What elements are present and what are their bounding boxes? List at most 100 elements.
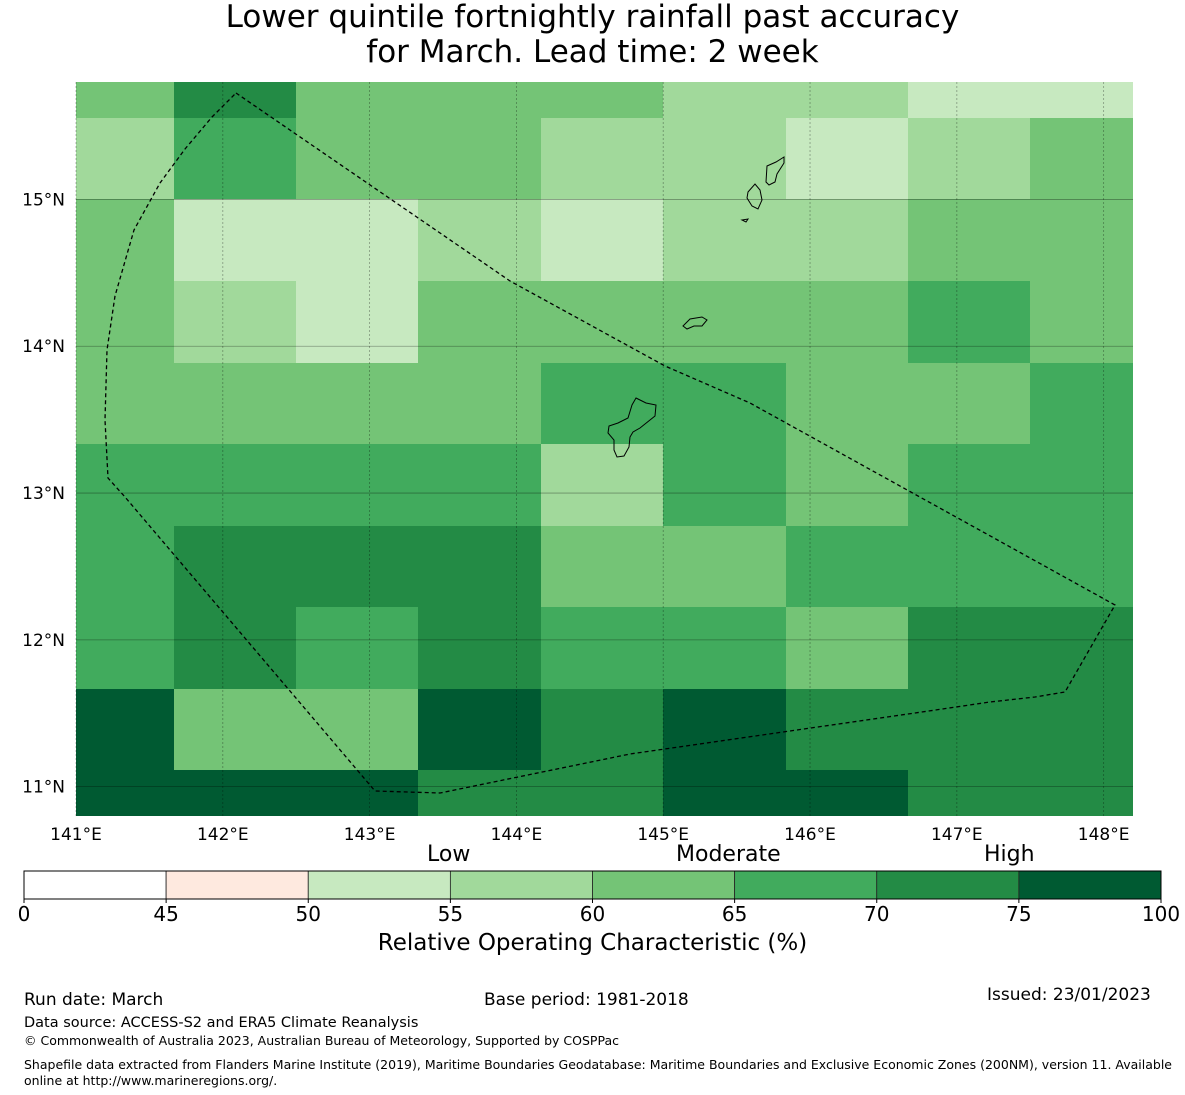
island-aguijan: [740, 218, 750, 223]
grid-cell: [1030, 770, 1133, 816]
grid-cell: [76, 118, 174, 199]
copyright: © Commonwealth of Australia 2023, Austra…: [24, 1033, 619, 1048]
grid-cell: [663, 363, 786, 444]
grid-cell: [418, 363, 541, 444]
title-line-2: for March. Lead time: 2 week: [366, 34, 819, 70]
grid-cell: [908, 281, 1030, 363]
grid-cell: [76, 363, 174, 444]
grid-cell: [786, 526, 908, 607]
grid-cell: [541, 689, 663, 770]
grid-cell: [541, 118, 663, 199]
grid-cell: [663, 607, 786, 689]
category-high-label: High: [984, 842, 1035, 867]
grid-cell: [174, 444, 296, 526]
grid-cell: [908, 607, 1030, 689]
grid-cell: [786, 770, 908, 816]
grid-cells: [76, 82, 1133, 816]
colorbar-tick-label: 75: [1006, 902, 1031, 926]
grid-cell: [1030, 82, 1133, 118]
grid-cell: [174, 199, 296, 281]
longitude-tick-label: 147°E: [931, 825, 983, 845]
colorbar-swatch: [307, 870, 451, 900]
colorbar-swatch: [449, 870, 593, 900]
grid-cell: [296, 281, 418, 363]
grid-cell: [663, 444, 786, 526]
grid-cell: [76, 82, 174, 118]
colorbar-tick-label: 60: [580, 902, 605, 926]
colorbar-swatch: [592, 870, 736, 900]
category-low-label: Low: [427, 842, 471, 867]
colorbar-tick-label: 55: [438, 902, 463, 926]
graticule: [75, 82, 1133, 816]
grid-cell: [296, 526, 418, 607]
grid-cell: [296, 689, 418, 770]
grid-cell: [174, 526, 296, 607]
map-title: Lower quintile fortnightly rainfall past…: [0, 0, 1185, 70]
grid-cell: [663, 689, 786, 770]
grid-cell: [663, 526, 786, 607]
grid-cell: [1030, 689, 1133, 770]
grid-cell: [296, 444, 418, 526]
grid-cell: [296, 199, 418, 281]
longitude-tick-label: 145°E: [637, 825, 689, 845]
grid-cell: [663, 199, 786, 281]
axis-tick-labels: 141°E 142°E 143°E 144°E 145°E 146°E 147°E 148°E…: [22, 190, 1129, 845]
grid-cell: [76, 281, 174, 363]
latitude-tick-label: 15°N: [22, 190, 65, 210]
longitude-tick-label: 141°E: [50, 825, 102, 845]
grid-cell: [418, 607, 541, 689]
grid-cell: [418, 82, 541, 118]
grid-cell: [908, 770, 1030, 816]
grid-cell: [174, 363, 296, 444]
issued-date: Issued: 23/01/2023: [987, 985, 1151, 1005]
island-rota: [682, 316, 708, 330]
grid-cell: [418, 444, 541, 526]
grid-cell: [908, 689, 1030, 770]
grid-cell: [418, 770, 541, 816]
colorbar-tick-label: 65: [722, 902, 747, 926]
islands: [607, 156, 785, 458]
grid-cell: [786, 199, 908, 281]
colorbar-label: Relative Operating Characteristic (%): [377, 930, 808, 956]
category-moderate-label: Moderate: [676, 842, 781, 867]
shapefile-credit: Shapefile data extracted from Flanders M…: [24, 1057, 1172, 1088]
grid-cell: [1030, 444, 1133, 526]
grid-cell: [174, 770, 296, 816]
grid-cell: [786, 689, 908, 770]
grid-cell: [541, 607, 663, 689]
grid-cell: [908, 363, 1030, 444]
grid-cell: [76, 444, 174, 526]
grid-cell: [541, 770, 663, 816]
grid-cell: [296, 363, 418, 444]
grid-cell: [786, 444, 908, 526]
base-period: Base period: 1981-2018: [484, 990, 689, 1010]
island-saipan: [765, 156, 785, 186]
eez-boundary: [104, 92, 1116, 794]
island-guam: [607, 397, 657, 458]
colorbar-swatch: [876, 870, 1020, 900]
grid-cell: [541, 281, 663, 363]
grid-cell: [418, 199, 541, 281]
grid-cell: [663, 82, 786, 118]
data-source: Data source: ACCESS-S2 and ERA5 Climate …: [24, 1015, 419, 1031]
grid-cell: [174, 82, 296, 118]
grid-cell: [174, 689, 296, 770]
colorbar-tick-label: 0: [18, 902, 31, 926]
grid-cell: [908, 526, 1030, 607]
colorbar-swatch: [23, 870, 167, 900]
latitude-tick-label: 13°N: [22, 484, 65, 504]
grid-cell: [418, 526, 541, 607]
title-line-1: Lower quintile fortnightly rainfall past…: [225, 0, 960, 35]
colorbar-tick-label: 50: [296, 902, 321, 926]
grid-cell: [541, 82, 663, 118]
grid-cell: [1030, 281, 1133, 363]
grid-cell: [786, 118, 908, 199]
grid-cell: [786, 82, 908, 118]
grid-cell: [786, 281, 908, 363]
grid-cell: [908, 444, 1030, 526]
grid-cell: [1030, 118, 1133, 199]
grid-cell: [76, 199, 174, 281]
grid-cell: [76, 689, 174, 770]
latitude-tick-label: 11°N: [22, 778, 65, 798]
